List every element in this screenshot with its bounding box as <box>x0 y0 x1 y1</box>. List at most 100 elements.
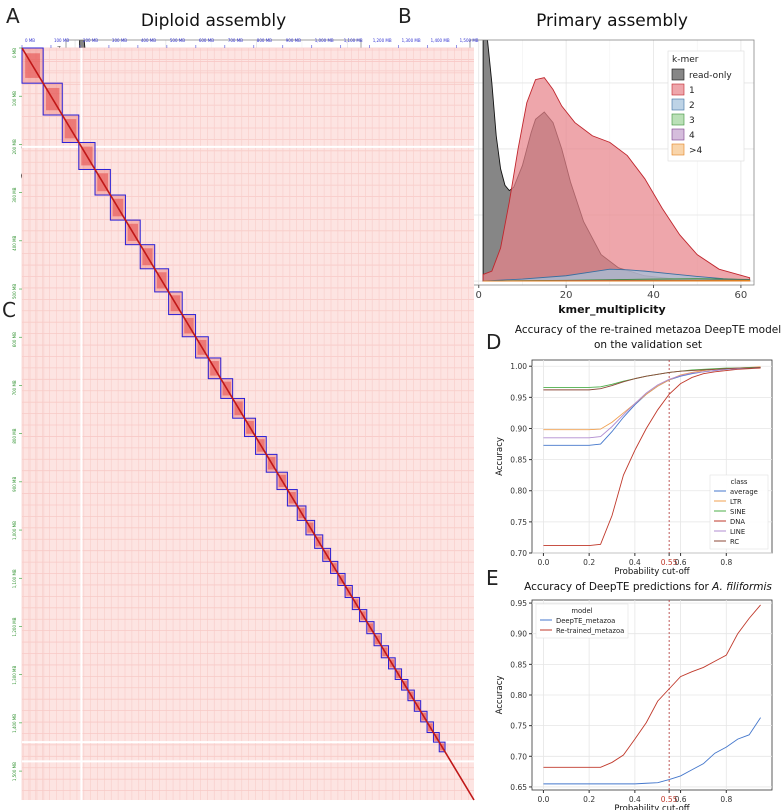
hic-top-tick-label: 1,200 MB <box>373 38 392 43</box>
hic-top-tick-label: 1,400 MB <box>431 38 450 43</box>
hic-chromosome-outline <box>276 471 288 491</box>
panel-letter-e: E <box>486 566 499 590</box>
x-tick-label: 0.2 <box>583 795 595 804</box>
legend-swatch <box>671 83 685 96</box>
legend-label: read-only <box>689 71 732 81</box>
hic-chromosome-outline <box>432 732 440 743</box>
x-tick-label: 0.8 <box>720 795 732 804</box>
hic-chromosome-outline <box>286 489 298 507</box>
hic-left-tick-label: 400 MB <box>12 235 17 250</box>
hic-chromosome-outline <box>181 314 197 338</box>
x-tick-label: 0 <box>476 290 482 301</box>
legend-swatch <box>671 113 685 126</box>
line-series-re-trained-metazoa <box>543 604 761 768</box>
legend-label: LINE <box>730 528 745 536</box>
x-tick-label: 20 <box>560 290 573 301</box>
hic-top-ticks: 0 MB 100 MB 200 MB 300 MB 400 MB 500 MB 600 MB… <box>21 38 479 48</box>
hic-chromosome-outline <box>124 219 141 246</box>
y-tick-label: 0.80 <box>510 691 527 700</box>
chart-title: Accuracy of the re-trained metazoa DeepT… <box>515 324 781 336</box>
y-tick-label: 1.00 <box>510 362 527 371</box>
hic-chromosome-outline <box>255 436 267 455</box>
hic-chromosome-outline <box>139 244 156 270</box>
y-tick-label: 0.95 <box>510 599 527 608</box>
y-tick-label: 0.80 <box>510 487 527 496</box>
panel-letter-a: A <box>6 4 20 28</box>
hic-chromosome-outline <box>265 453 278 473</box>
hic-chromosome-outline <box>154 268 170 293</box>
hic-chromosome-outline <box>388 657 396 670</box>
x-axis-label: kmer_multiplicity <box>558 303 665 316</box>
hic-diagonal <box>21 47 475 801</box>
panel-letter-b: B <box>398 4 412 28</box>
x-tick-label: 0.4 <box>629 795 641 804</box>
hic-top-tick-label: 900 MB <box>286 38 301 43</box>
legend-box <box>709 474 769 550</box>
x-tick-label: 0.8 <box>720 558 732 567</box>
hic-chromosome-outline <box>94 168 111 196</box>
hic-left-tick-label: 900 MB <box>12 476 17 491</box>
line-chart-E: 0.0 0.2 0.4 0.550.6 0.8 0.65 0.70 0.75 0.80 0.85 0… <box>495 581 772 810</box>
hic-chromosome-outline <box>351 597 361 611</box>
y-tick-label: 0.95 <box>510 393 527 402</box>
hic-chromosome-outline <box>426 721 434 734</box>
hic-left-tick-label: 700 MB <box>12 380 17 395</box>
hic-chromosome-outline <box>373 633 382 647</box>
hic-chromosome-outline <box>359 609 368 623</box>
x-tick-label: 0.55 <box>661 558 678 567</box>
y-tick-label: 0.65 <box>510 783 527 792</box>
hic-chromosome-outline <box>296 505 307 521</box>
hic-left-tick-label: 1,300 MB <box>12 665 17 684</box>
hic-top-tick-label: 500 MB <box>170 38 185 43</box>
hic-top-tick-label: 1,000 MB <box>315 38 334 43</box>
hic-chromosome-outline <box>109 194 126 221</box>
hic-chromosome-outline <box>244 417 257 438</box>
x-tick-label: 0.2 <box>583 558 595 567</box>
legend-label: DeepTE_metazoa <box>556 617 615 625</box>
hic-chromosome-outline <box>78 141 96 170</box>
legend-label: average <box>730 488 758 496</box>
line-series-line <box>543 367 761 439</box>
hic-left-tick-label: 1,500 MB <box>12 762 17 781</box>
hic-left-tick-label: 200 MB <box>12 139 17 154</box>
y-tick-label: 0.75 <box>510 518 527 527</box>
x-tick-label: 0.0 <box>537 558 549 567</box>
panel-letter-d: D <box>486 330 502 354</box>
hic-left-tick-label: 0 MB <box>12 48 17 58</box>
legend-label: 4 <box>689 131 695 141</box>
legend-label: 2 <box>689 101 695 111</box>
hic-chromosome-outline <box>337 572 346 586</box>
line-chart-D: 0.0 0.2 0.4 0.550.6 0.8 0.70 0.75 0.80 0.85 0.90 0… <box>495 324 781 577</box>
hic-left-tick-label: 100 MB <box>12 91 17 106</box>
legend-title: model <box>571 607 592 615</box>
hic-chromosome-outline <box>232 397 246 419</box>
legend-swatch <box>671 98 685 111</box>
hic-contact-map: 0 MB 100 MB 200 MB 300 MB 400 MB 500 MB 600 MB… <box>12 38 479 801</box>
legend-title: k-mer <box>672 55 699 65</box>
spectrum-panel-B: 020406001 × 1072 × 1073 × 107Primary ass… <box>423 11 755 316</box>
legend-title: class <box>731 478 748 486</box>
y-axis-label: Accuracy <box>495 676 505 715</box>
legend: k-mer read-only 1 2 3 4 >4 <box>667 50 745 162</box>
y-tick-label: 0.70 <box>510 752 527 761</box>
hic-chromosome-outline <box>344 584 353 599</box>
x-tick-label: 0.55 <box>661 795 678 804</box>
hic-top-tick-label: 0 MB <box>25 38 35 43</box>
hic-chromosome-outline <box>366 621 375 635</box>
legend-box <box>535 603 629 639</box>
x-axis-label: Probability cut-off <box>614 567 690 577</box>
hic-left-tick-label: 500 MB <box>12 284 17 299</box>
area-series-1 <box>482 77 751 282</box>
hic-top-tick-label: 800 MB <box>257 38 272 43</box>
line-series-deepte-metazoa <box>543 717 761 785</box>
chart-subtitle: on the validation set <box>594 339 702 351</box>
hic-top-tick-label: 700 MB <box>228 38 243 43</box>
legend-swatch <box>671 68 685 81</box>
hic-top-tick-label: 100 MB <box>54 38 69 43</box>
y-axis-label: Accuracy <box>495 437 505 476</box>
hic-chromosome-outline <box>413 700 422 712</box>
hic-chromosome-outline <box>394 668 403 680</box>
hic-chromosome-outline <box>322 547 332 562</box>
legend-label: Re-trained_metazoa <box>556 627 624 635</box>
legend-label: RC <box>730 538 739 546</box>
